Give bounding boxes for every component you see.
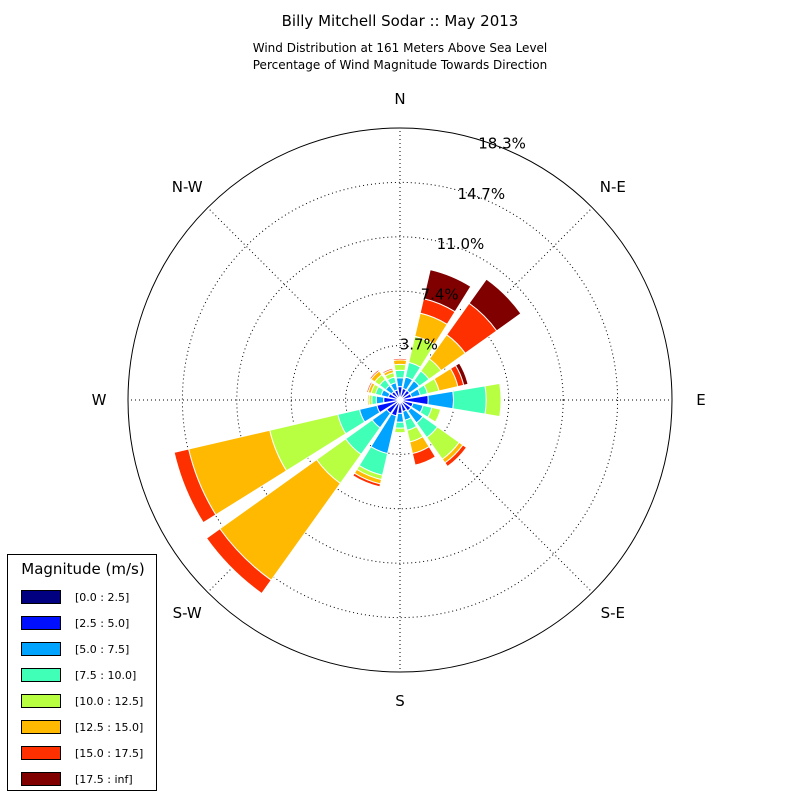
wedge-n-bin-2 bbox=[395, 377, 405, 388]
wedge-w-bin-5 bbox=[366, 394, 370, 406]
radial-tick-label: 7.4% bbox=[421, 285, 459, 303]
grid-spoke bbox=[399, 399, 593, 593]
legend-label: [10.0 : 12.5] bbox=[75, 694, 144, 708]
legend-swatch bbox=[21, 746, 61, 760]
legend-item: [17.5 : inf] bbox=[21, 771, 133, 787]
wedge-w-bin-2 bbox=[375, 395, 385, 405]
wedge-n-bin-3 bbox=[394, 369, 406, 379]
wedge-sse-bin-6 bbox=[411, 445, 437, 466]
legend-item: [7.5 : 10.0] bbox=[21, 667, 136, 683]
wedge-ene-bin-7 bbox=[454, 362, 469, 386]
legend-swatch bbox=[21, 668, 61, 682]
wedge-s-bin-2 bbox=[395, 412, 405, 423]
chart-subtitle-line-2: Percentage of Wind Magnitude Towards Dir… bbox=[252, 58, 548, 72]
legend-label: [12.5 : 15.0] bbox=[75, 720, 144, 734]
legend-item: [12.5 : 15.0] bbox=[21, 719, 143, 735]
wedge-w-bin-3 bbox=[371, 394, 378, 406]
wedge-ne-bin-7 bbox=[468, 278, 522, 332]
wedge-wsw-bin-6 bbox=[173, 448, 217, 524]
wedge-s-bin-3 bbox=[394, 421, 406, 429]
direction-label-s-e: S-E bbox=[601, 604, 625, 622]
wedge-e-bin-4 bbox=[484, 382, 502, 418]
wedge-e-bin-3 bbox=[452, 385, 487, 415]
legend-item: [15.0 : 17.5] bbox=[21, 745, 143, 761]
legend-item: [5.0 : 7.5] bbox=[21, 641, 129, 657]
direction-label-s: S bbox=[395, 692, 405, 710]
wedge-n-bin-6 bbox=[392, 357, 408, 361]
legend-swatch bbox=[21, 694, 61, 708]
direction-label-n-w: N-W bbox=[172, 178, 203, 196]
wedge-ssw-bin-6 bbox=[352, 472, 382, 488]
legend-label: [2.5 : 5.0] bbox=[75, 616, 130, 630]
wedge-nne-bin-7 bbox=[422, 269, 472, 313]
outer-circle bbox=[127, 127, 673, 673]
radial-tick-label: 3.7% bbox=[400, 336, 438, 354]
legend-label: [0.0 : 2.5] bbox=[75, 590, 130, 604]
legend-swatch bbox=[21, 772, 61, 786]
legend-swatch bbox=[21, 616, 61, 630]
wedge-e-bin-2 bbox=[427, 390, 455, 410]
direction-label-w: W bbox=[92, 391, 107, 409]
legend-item: [10.0 : 12.5] bbox=[21, 693, 143, 709]
direction-label-e: E bbox=[696, 391, 705, 409]
legend-item: [0.0 : 2.5] bbox=[21, 589, 129, 605]
chart-title: Billy Mitchell Sodar :: May 2013 bbox=[281, 12, 519, 30]
legend-label: [7.5 : 10.0] bbox=[75, 668, 137, 682]
wedge-nw-bin-6 bbox=[369, 369, 380, 380]
legend-label: [15.0 : 17.5] bbox=[75, 746, 144, 760]
legend-swatch bbox=[21, 590, 61, 604]
direction-label-n: N bbox=[394, 90, 405, 108]
legend-label: [17.5 : inf] bbox=[75, 772, 133, 786]
direction-label-s-w: S-W bbox=[173, 604, 202, 622]
wedge-n-bin-4 bbox=[393, 363, 407, 372]
grid-circle bbox=[236, 236, 564, 564]
legend: Magnitude (m/s) [0.0 : 2.5] [2.5 : 5.0] [5… bbox=[7, 554, 157, 791]
legend-swatch bbox=[21, 720, 61, 734]
radial-tick-label: 11.0% bbox=[437, 235, 485, 253]
legend-title: Magnitude (m/s) bbox=[21, 560, 145, 578]
wedge-s-bin-4 bbox=[394, 427, 406, 434]
grid-spoke bbox=[207, 207, 401, 401]
chart-subtitle-line-1: Wind Distribution at 161 Meters Above Se… bbox=[252, 41, 548, 55]
radial-tick-label: 14.7% bbox=[457, 185, 505, 203]
legend-swatch bbox=[21, 642, 61, 656]
wedge-wnw-bin-6 bbox=[366, 381, 373, 394]
wedge-ese-bin-4 bbox=[427, 406, 442, 423]
wedge-nnw-bin-6 bbox=[382, 367, 394, 375]
wedge-sw-bin-6 bbox=[205, 528, 272, 595]
grid-circle bbox=[181, 181, 619, 619]
direction-label-n-e: N-E bbox=[600, 178, 626, 196]
legend-label: [5.0 : 7.5] bbox=[75, 642, 130, 656]
radial-tick-label: 18.3% bbox=[478, 135, 526, 153]
legend-item: [2.5 : 5.0] bbox=[21, 615, 129, 631]
wedge-se-bin-6 bbox=[444, 444, 468, 468]
